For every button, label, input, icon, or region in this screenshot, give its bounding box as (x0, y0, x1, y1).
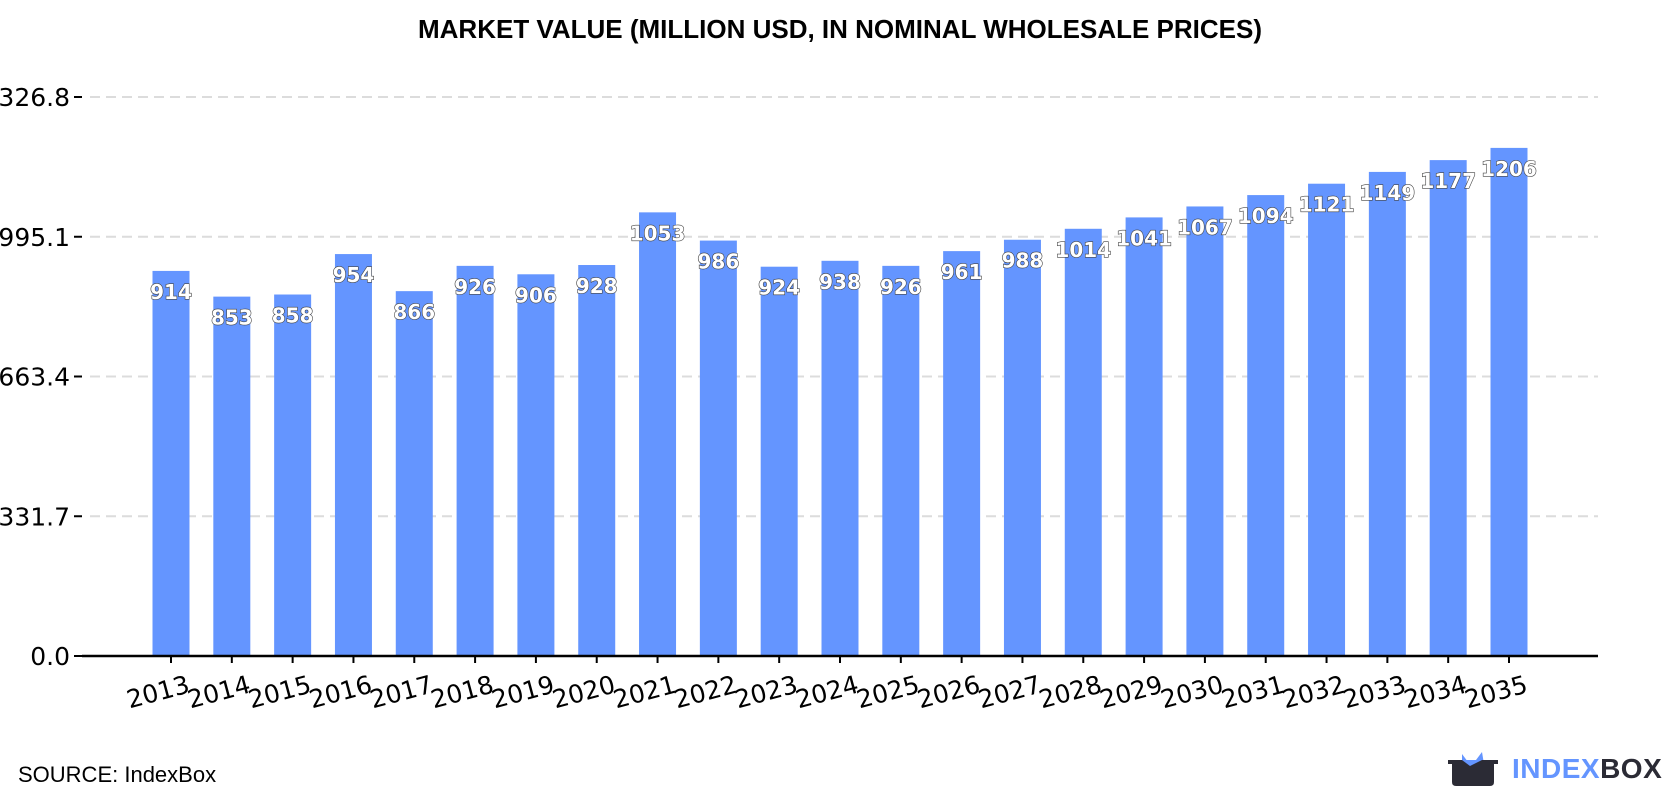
data-label: 1014 (1055, 238, 1111, 262)
bar-2018 (456, 265, 494, 656)
x-tick-label: 2015 (245, 670, 314, 714)
data-label: 866 (393, 300, 435, 324)
bar-2027 (1003, 239, 1041, 656)
bar-2028 (1064, 228, 1102, 656)
data-label: 1067 (1177, 215, 1233, 239)
y-tick-label: 331.7 (0, 502, 70, 531)
bar-2023 (760, 266, 798, 656)
bar-2032 (1308, 183, 1346, 656)
bar-2029 (1125, 217, 1163, 656)
bar-2014 (213, 296, 251, 656)
bar-2026 (943, 251, 981, 656)
bar-2033 (1368, 171, 1406, 656)
bar-2035 (1490, 147, 1528, 657)
data-label: 1053 (630, 221, 686, 245)
x-tick-label: 2025 (853, 670, 922, 714)
data-label: 924 (758, 276, 800, 300)
bar-2034 (1429, 160, 1467, 656)
x-tick-label: 2032 (1279, 670, 1348, 714)
data-label: 988 (1002, 249, 1044, 273)
x-tick-label: 2026 (914, 670, 983, 714)
bar-2030 (1186, 206, 1224, 656)
x-tick-label: 2034 (1401, 670, 1470, 714)
x-tick-label: 2014 (184, 670, 253, 714)
y-tick-label: 0.0 (30, 642, 70, 671)
data-label: 938 (819, 270, 861, 294)
bar-2019 (517, 274, 555, 656)
data-label: 1206 (1481, 157, 1537, 181)
bar-2022 (699, 240, 737, 656)
x-tick-label: 2035 (1462, 670, 1531, 714)
y-tick-label: 995.1 (0, 223, 70, 252)
bar-2024 (821, 260, 859, 656)
data-label: 1149 (1360, 181, 1416, 205)
bar-2025 (882, 265, 920, 656)
x-tick-label: 2017 (367, 670, 436, 714)
data-label: 986 (697, 250, 739, 274)
data-label: 853 (211, 306, 253, 330)
data-label: 1094 (1238, 204, 1294, 228)
x-tick-label: 2016 (306, 670, 375, 714)
bar-2031 (1247, 195, 1285, 656)
x-tick-label: 2024 (793, 670, 862, 714)
x-tick-label: 2030 (1157, 670, 1226, 714)
data-label: 1121 (1299, 193, 1355, 217)
bar-2015 (274, 294, 312, 656)
x-tick-label: 2029 (1097, 670, 1166, 714)
data-label: 1177 (1420, 169, 1476, 193)
indexbox-logo: INDEXBOX (1448, 750, 1662, 788)
bar-2016 (334, 254, 372, 656)
bar-2017 (395, 291, 433, 656)
x-tick-label: 2018 (428, 670, 497, 714)
x-tick-label: 2020 (549, 670, 618, 714)
data-label: 961 (941, 260, 983, 284)
x-tick-label: 2023 (732, 670, 801, 714)
x-tick-label: 2019 (488, 670, 557, 714)
data-label: 1041 (1116, 226, 1172, 250)
bar-2021 (639, 212, 677, 656)
data-label: 926 (454, 275, 496, 299)
data-label: 906 (515, 283, 557, 307)
bar-2020 (578, 265, 616, 656)
bar-2013 (152, 270, 190, 656)
data-label: 928 (576, 274, 618, 298)
logo-text-box: BOX (1600, 753, 1663, 784)
logo-text-index: INDEX (1512, 753, 1601, 784)
chart-title: MARKET VALUE (MILLION USD, IN NOMINAL WH… (417, 14, 1263, 44)
x-tick-label: 2028 (1036, 670, 1105, 714)
x-tick-label: 2022 (671, 670, 740, 714)
x-tick-label: 2013 (124, 670, 193, 714)
x-tick-label: 2021 (610, 670, 679, 714)
source-label: SOURCE: IndexBox (18, 762, 217, 787)
x-tick-label: 2033 (1340, 670, 1409, 714)
data-label: 858 (272, 304, 314, 328)
data-label: 914 (150, 280, 192, 304)
data-label: 954 (333, 263, 375, 287)
box-logo-icon (1448, 752, 1498, 786)
data-label: 926 (880, 275, 922, 299)
x-tick-label: 2031 (1218, 670, 1287, 714)
y-tick-label: 663.4 (0, 363, 70, 392)
x-tick-label: 2027 (975, 670, 1044, 714)
